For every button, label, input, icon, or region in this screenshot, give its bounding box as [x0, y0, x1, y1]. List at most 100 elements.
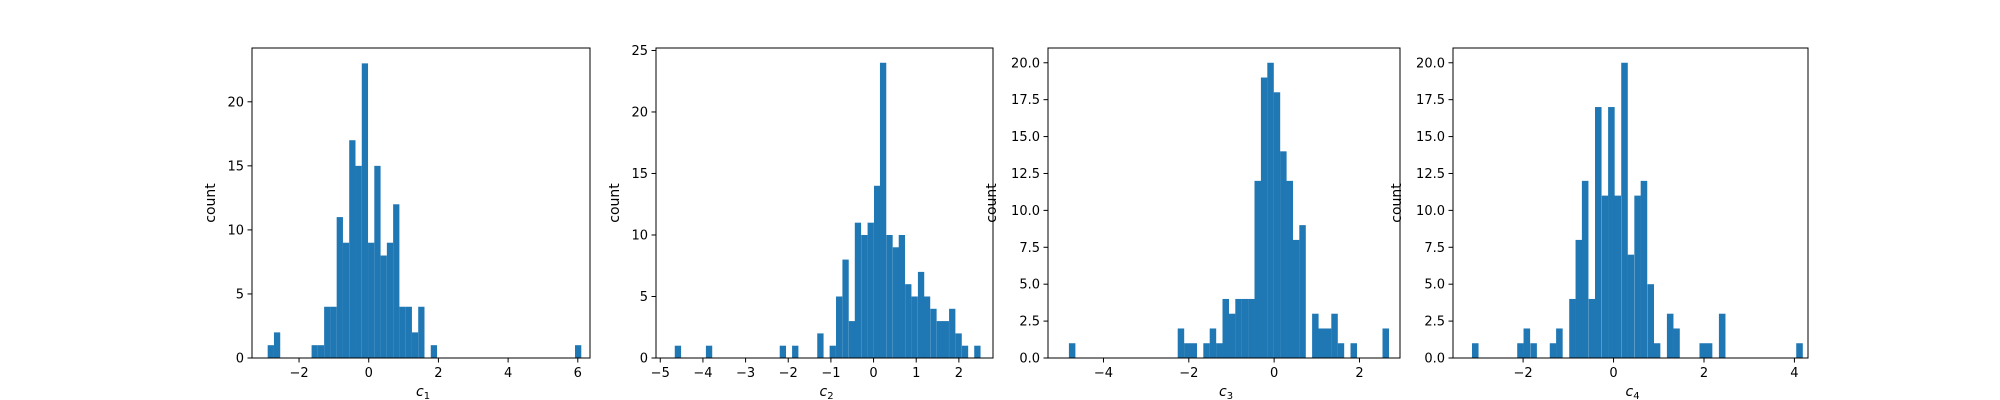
histogram-bar — [380, 255, 387, 358]
x-tick-label: 0 — [365, 366, 373, 381]
histogram-bar — [273, 332, 281, 358]
histogram-bar — [1068, 343, 1076, 358]
x-tick-label: −4 — [693, 366, 712, 381]
histogram-bar — [961, 345, 969, 358]
histogram-bar — [955, 333, 962, 358]
histogram-bar — [1267, 62, 1274, 359]
histogram-bar — [374, 165, 381, 358]
histogram-bar — [779, 345, 787, 358]
histogram-bar — [1331, 313, 1338, 358]
histogram-bar — [1177, 328, 1185, 358]
y-tick-label: 12.5 — [1011, 167, 1040, 182]
histogram-bar — [930, 308, 937, 358]
histogram-bar — [418, 306, 425, 358]
histogram-bar — [342, 242, 350, 358]
histogram-bar — [411, 332, 419, 358]
y-axis-label: count — [1389, 183, 1405, 223]
x-axis-label: c1 — [416, 384, 430, 400]
histogram-bar — [942, 321, 949, 358]
y-tick-label: 7.5 — [1424, 241, 1445, 256]
histogram-bar — [1248, 298, 1255, 358]
histogram-bar — [1549, 343, 1557, 358]
histogram-bar — [1601, 195, 1609, 358]
x-tick-label: 2 — [1355, 366, 1363, 381]
axes-frame — [251, 47, 591, 359]
y-tick-label: 15 — [227, 159, 244, 174]
x-tick-label: −5 — [651, 366, 670, 381]
histogram-bar — [1299, 225, 1306, 358]
histogram-bar — [1184, 343, 1191, 358]
histogram-bar — [1575, 239, 1583, 358]
histogram-bar — [405, 306, 412, 358]
x-tick-label: 0 — [869, 366, 877, 381]
histogram-bar — [848, 321, 856, 358]
histogram-bar — [1699, 343, 1707, 358]
histogram-bar — [311, 345, 318, 358]
histogram-bar — [1718, 313, 1726, 358]
x-axis-label: c3 — [1219, 384, 1233, 400]
histogram-bar — [1382, 328, 1389, 358]
histogram-bar — [674, 345, 682, 358]
histogram-bar — [1556, 328, 1563, 358]
y-tick-label: 20 — [227, 95, 244, 110]
y-tick-label: 20.0 — [1011, 56, 1040, 71]
x-tick-label: −2 — [779, 366, 798, 381]
axes-frame — [1047, 47, 1401, 359]
histogram-bar — [792, 345, 799, 358]
histogram-bar — [1209, 328, 1217, 358]
histogram-bar — [1337, 343, 1345, 358]
histogram-bar — [854, 222, 862, 358]
y-tick-label: 15.0 — [1416, 130, 1445, 145]
histogram-bar — [1569, 298, 1576, 358]
x-tick-label: −2 — [289, 366, 308, 381]
histogram-bar — [1318, 328, 1325, 358]
x-tick-label: 2 — [1700, 366, 1708, 381]
histogram-bar — [1286, 180, 1293, 358]
histogram-bar — [1324, 328, 1332, 358]
x-axis-label: c2 — [820, 384, 834, 400]
histogram-bar — [1796, 343, 1803, 358]
y-tick-label: 17.5 — [1416, 93, 1445, 108]
x-tick-label: 4 — [1790, 366, 1798, 381]
histogram-bar — [1588, 298, 1596, 358]
x-tick-label: −2 — [1179, 366, 1198, 381]
histogram-bar — [898, 234, 906, 358]
x-tick-label: 0 — [1270, 366, 1278, 381]
histogram-bar — [317, 345, 325, 358]
y-tick-label: 5 — [640, 290, 648, 305]
histogram-bar — [1235, 298, 1242, 358]
y-axis-label: count — [203, 183, 219, 223]
histogram-bar — [879, 62, 887, 359]
histogram-bar — [1523, 328, 1531, 358]
histogram-bar — [330, 306, 337, 358]
y-tick-label: 10 — [631, 228, 648, 243]
y-tick-label: 0.0 — [1019, 352, 1040, 367]
histogram-bar — [1280, 151, 1287, 358]
histogram-bar — [1581, 180, 1589, 358]
x-axis-label-symbol: c — [1219, 384, 1227, 400]
y-tick-label: 20.0 — [1416, 56, 1445, 71]
histogram-bar — [873, 185, 881, 358]
histogram-bar — [1627, 254, 1635, 358]
histogram-bar — [1653, 343, 1661, 358]
histogram-bar — [1216, 343, 1223, 358]
x-tick-label: 2 — [955, 366, 963, 381]
x-tick-label: 4 — [504, 366, 512, 381]
histogram-bar — [923, 296, 931, 358]
x-tick-label: 0 — [1609, 366, 1617, 381]
x-tick-label: 2 — [434, 366, 442, 381]
histogram-bar — [917, 271, 925, 358]
x-tick-label: −2 — [1514, 366, 1533, 381]
histogram-bar — [861, 234, 868, 358]
histogram-bar — [1608, 107, 1615, 358]
axes-frame — [655, 47, 994, 359]
x-tick-label: −4 — [1094, 366, 1113, 381]
y-tick-label: 7.5 — [1019, 241, 1040, 256]
histogram-bar — [1312, 313, 1319, 358]
y-tick-label: 25 — [631, 44, 648, 59]
histogram-bar — [1241, 298, 1249, 358]
x-axis-label-subscript: 2 — [827, 391, 833, 400]
histogram-bar — [1517, 343, 1524, 358]
histogram-bar — [836, 296, 843, 358]
